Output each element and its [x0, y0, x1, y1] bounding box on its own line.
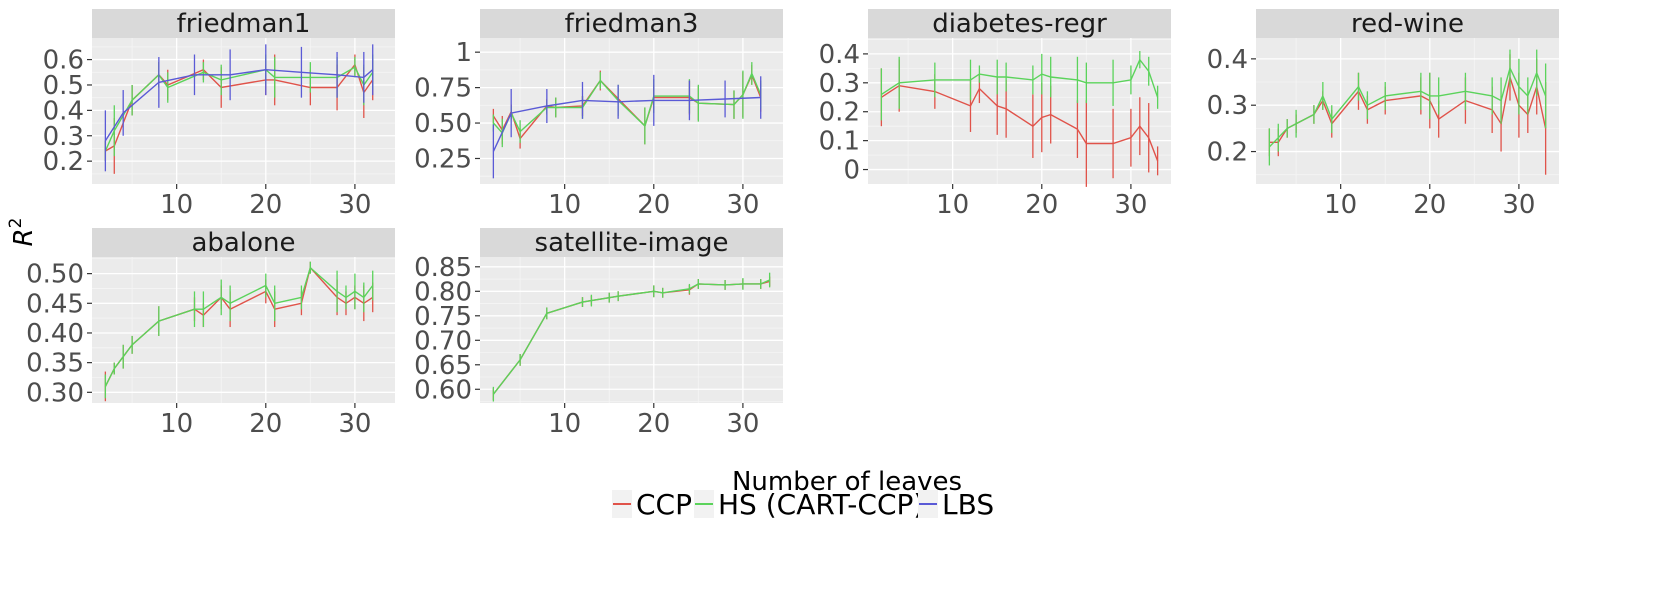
panel-friedman1: friedman1 0.20.30.40.50.6 10 20 30	[43, 9, 395, 220]
x-tick-label: 10	[160, 190, 193, 220]
y-tick-label: 0.2	[43, 147, 84, 177]
y-tick-label: 0.35	[26, 349, 84, 379]
y-tick-label: 0.80	[414, 277, 472, 307]
y-tick-label: 0.75	[414, 74, 472, 104]
y-tick-label: 0.45	[26, 289, 84, 319]
x-tick-label: 20	[1025, 190, 1058, 220]
legend: CCP HS (CART-CCP) LBS	[612, 488, 994, 521]
plot-background	[480, 257, 783, 403]
series-hs-cart-ccp	[1268, 49, 1547, 166]
panel-satellite-image: satellite-image 0.600.650.700.750.800.85 1…	[414, 228, 783, 439]
x-tick-label: 30	[338, 409, 371, 439]
panel-title: red-wine	[1351, 9, 1464, 39]
y-tick-label: 0.70	[414, 326, 472, 356]
y-tick-label: 0	[843, 156, 860, 186]
plot-background	[1256, 38, 1559, 184]
series-line	[104, 68, 374, 142]
x-tick-label: 10	[160, 409, 193, 439]
y-tick-label: 0.75	[414, 302, 472, 332]
y-tick-label: 0.3	[43, 122, 84, 152]
y-tick-label: 0.2	[1207, 138, 1248, 168]
series-line	[104, 266, 374, 387]
series-lbs	[492, 74, 762, 179]
y-axis-title-superscript: 2	[6, 218, 26, 229]
series-line	[1268, 66, 1547, 148]
y-tick-label: 0.50	[414, 109, 472, 139]
plot-background	[480, 38, 783, 184]
legend-label: LBS	[942, 488, 994, 521]
x-tick-label: 30	[1114, 190, 1147, 220]
x-tick-label: 20	[249, 409, 282, 439]
y-tick-label: 0.6	[43, 46, 84, 76]
panel-title: friedman3	[565, 9, 699, 39]
panel-red-wine: red-wine 0.2 0.3 0.4 10 20 30	[1207, 9, 1559, 220]
x-tick-label: 20	[249, 190, 282, 220]
series-line	[881, 84, 1159, 162]
panel-strip	[92, 228, 395, 257]
y-tick-label: 0.85	[414, 253, 472, 283]
series-hs-cart-ccp	[104, 261, 374, 399]
y-tick-label: 0.65	[414, 351, 472, 381]
y-tick-label: 0.25	[414, 144, 472, 174]
y-tick-label: 0.3	[1207, 91, 1248, 121]
y-tick-label: 0.30	[26, 378, 84, 408]
legend-item-ccp: CCP	[612, 488, 692, 521]
panel-abalone: abalone 0.300.350.400.450.50 10 20 30	[26, 228, 395, 439]
series-hs-cart-ccp	[880, 51, 1159, 121]
y-tick-label: 1	[455, 38, 472, 68]
y-tick-label: 0.3	[819, 69, 860, 99]
y-tick-label: 0.1	[819, 127, 860, 157]
x-tick-label: 30	[726, 409, 759, 439]
panel-strip	[480, 9, 783, 38]
y-tick-label: 0.4	[1207, 45, 1248, 75]
x-tick-label: 20	[1413, 190, 1446, 220]
panel-diabetes-regr: diabetes-regr 00.10.20.30.4 10 20 30	[819, 9, 1171, 220]
x-tick-label: 10	[936, 190, 969, 220]
series-line	[492, 279, 770, 395]
x-tick-label: 30	[726, 190, 759, 220]
x-tick-label: 10	[548, 409, 581, 439]
y-tick-label: 0.4	[43, 96, 84, 126]
panel-friedman3: friedman3 0.25 0.50 0.75 1 10 20 30	[414, 9, 783, 220]
series-line	[104, 66, 374, 152]
panel-title: satellite-image	[535, 228, 729, 258]
panel-strip	[868, 9, 1171, 38]
y-tick-label: 0.2	[819, 98, 860, 128]
plot-background	[92, 257, 395, 403]
x-tick-label: 20	[637, 190, 670, 220]
svg-text:R2: R2	[6, 218, 39, 247]
x-tick-label: 10	[548, 190, 581, 220]
y-tick-label: 0.60	[414, 375, 472, 405]
legend-label: CCP	[636, 488, 692, 521]
legend-item-hs-cart-ccp: HS (CART-CCP)	[694, 488, 924, 521]
panel-strip	[1256, 9, 1559, 38]
panel-title: friedman1	[177, 9, 311, 39]
series-hs-cart-ccp	[492, 272, 771, 402]
legend-item-lbs: LBS	[918, 488, 994, 521]
y-tick-label: 0.50	[26, 260, 84, 290]
y-tick-label: 0.4	[819, 40, 860, 70]
x-tick-label: 30	[1502, 190, 1535, 220]
series-lbs	[104, 44, 374, 172]
panel-strip	[92, 9, 395, 38]
y-axis-title: R2	[6, 218, 39, 247]
x-tick-label: 20	[637, 409, 670, 439]
x-tick-label: 10	[1324, 190, 1357, 220]
panel-title: diabetes-regr	[932, 9, 1107, 39]
panel-strip	[480, 228, 783, 257]
y-tick-label: 0.5	[43, 71, 84, 101]
x-tick-label: 30	[338, 190, 371, 220]
legend-label: HS (CART-CCP)	[718, 488, 924, 521]
panel-title: abalone	[192, 228, 296, 258]
plot-background	[868, 38, 1171, 184]
y-axis-title-main: R	[9, 228, 39, 246]
series-line	[881, 58, 1159, 98]
series-line	[492, 96, 761, 152]
y-tick-label: 0.40	[26, 319, 84, 349]
